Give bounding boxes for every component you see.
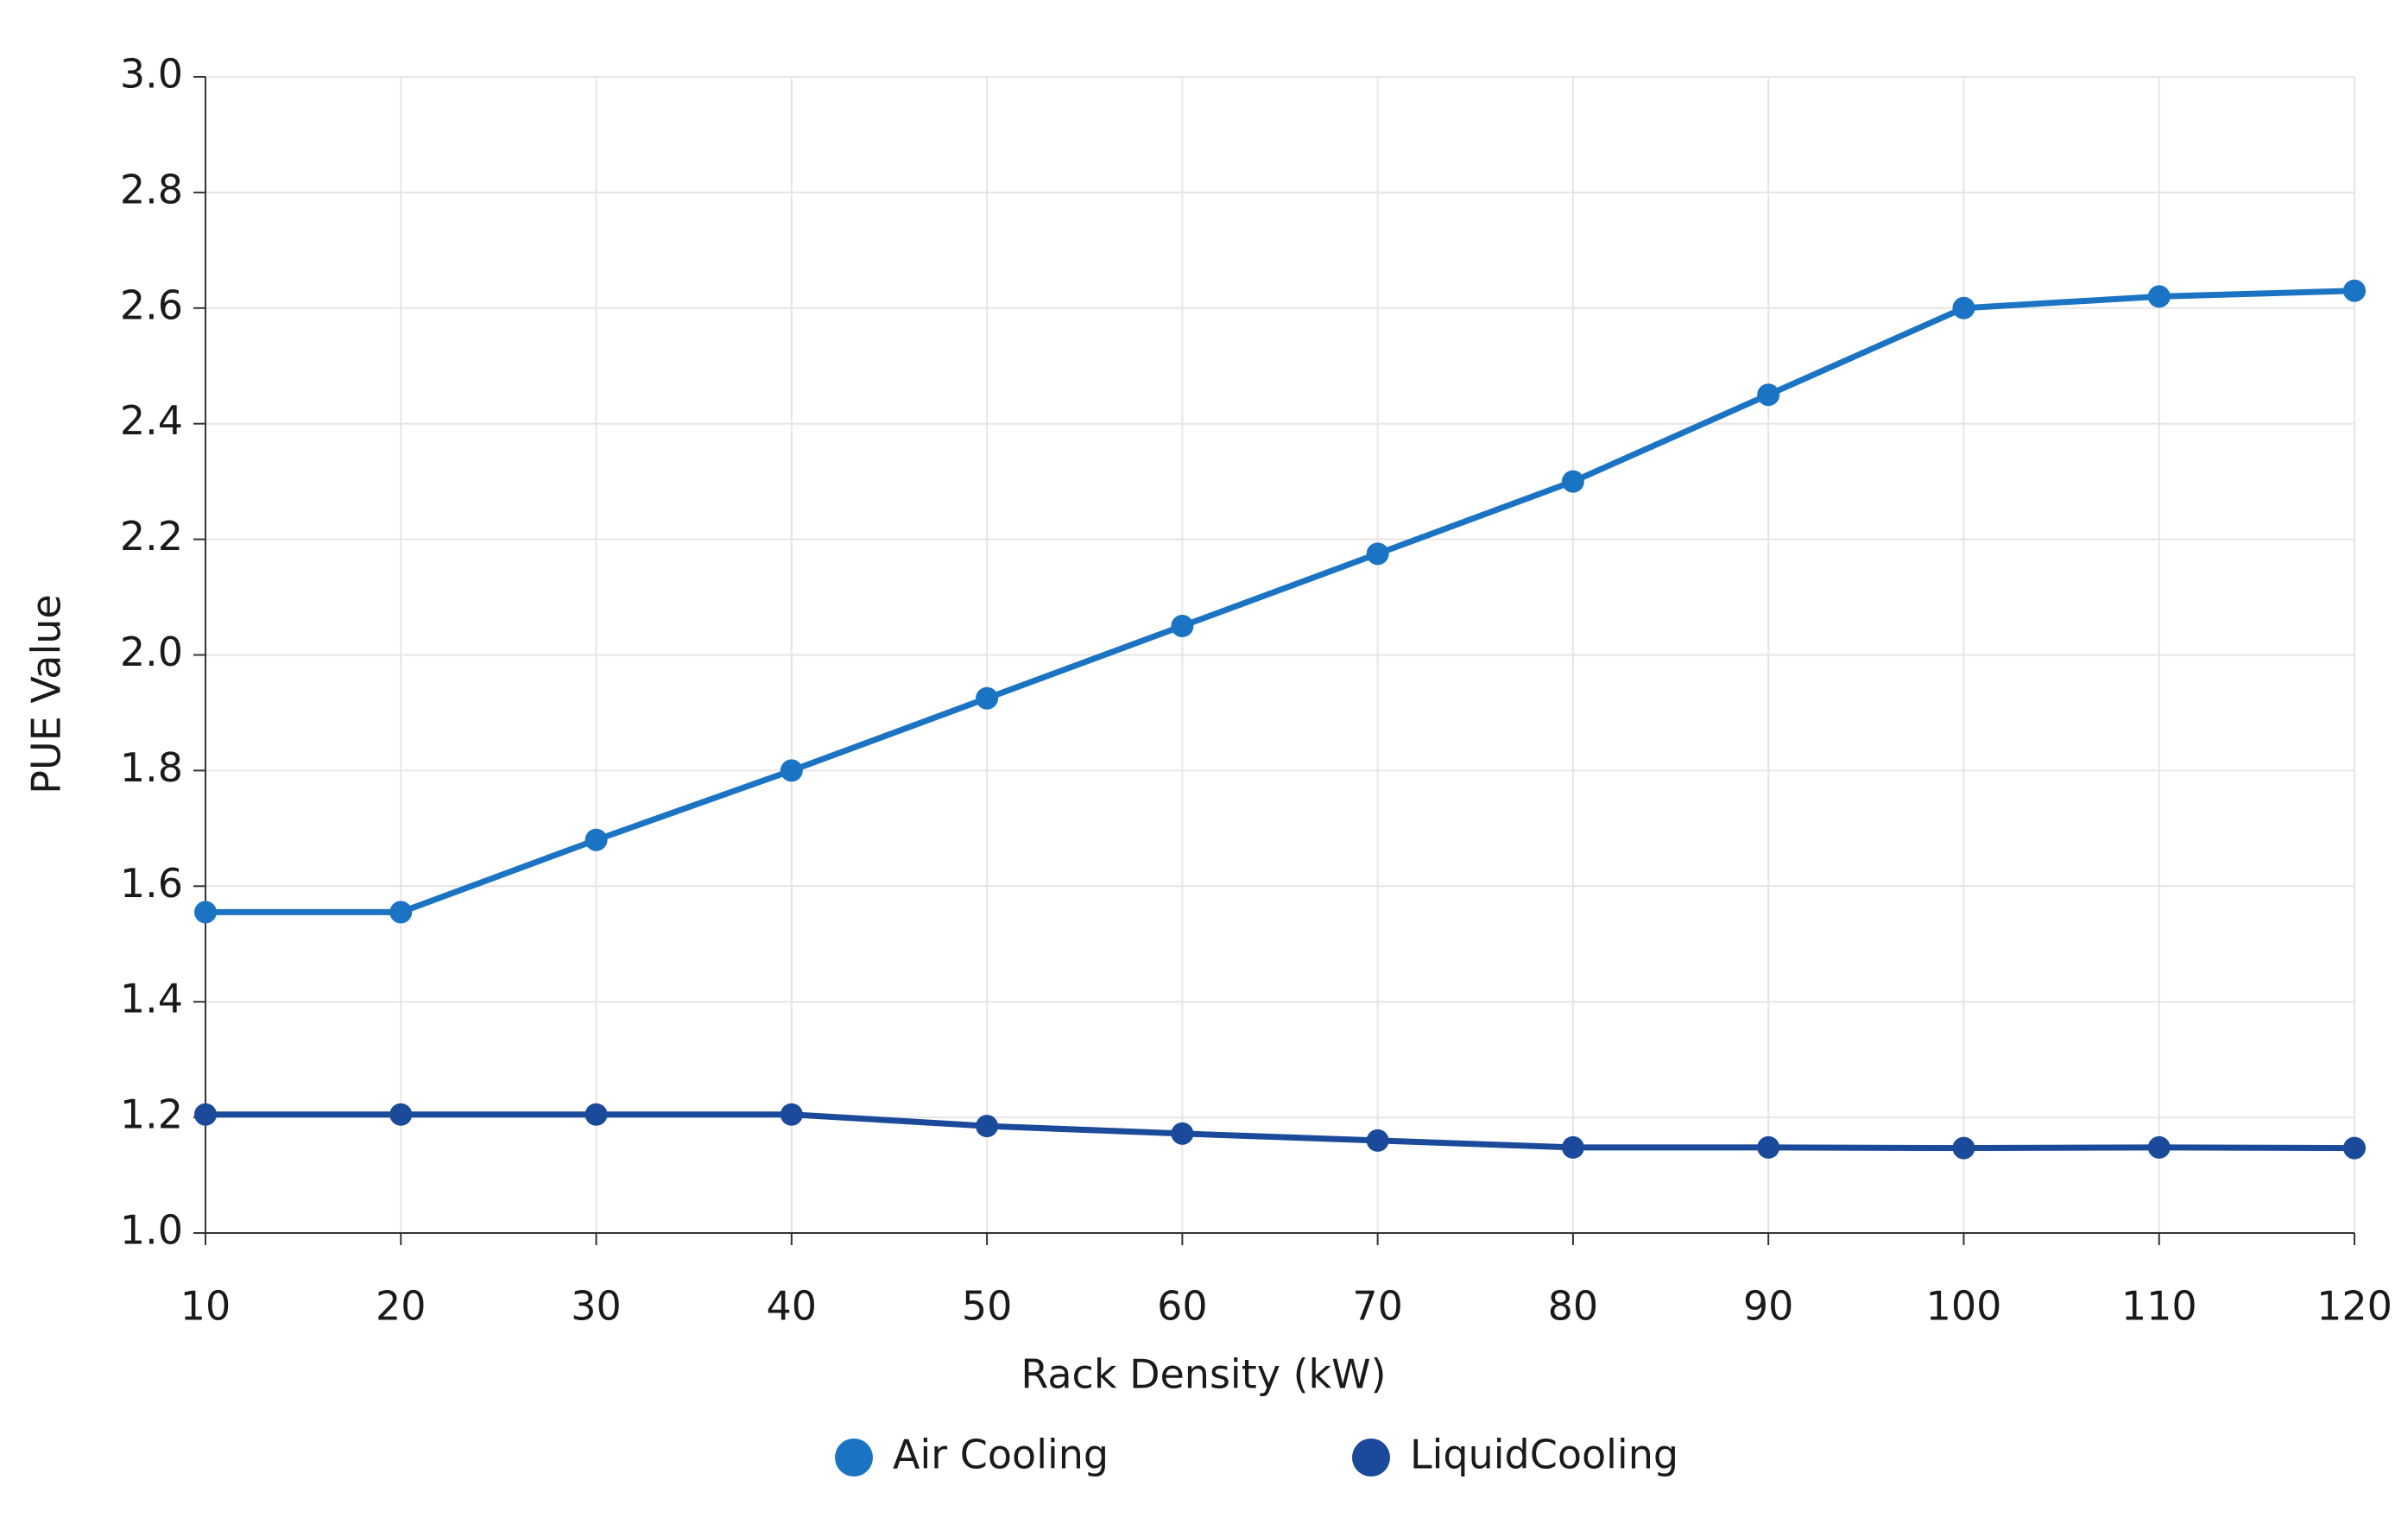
y-tick-label: 1.2 <box>120 1091 183 1138</box>
y-tick-label: 2.2 <box>120 513 183 560</box>
data-point <box>2343 279 2366 302</box>
legend-marker <box>835 1439 873 1477</box>
x-tick-label: 120 <box>2316 1283 2392 1330</box>
data-point <box>780 1103 803 1126</box>
y-tick-label: 2.4 <box>120 397 183 444</box>
data-point <box>1952 1136 1975 1160</box>
data-point <box>1366 542 1389 566</box>
y-tick-label: 2.6 <box>120 281 183 328</box>
y-tick-label: 1.6 <box>120 860 183 907</box>
y-tick-label: 2.0 <box>120 629 183 675</box>
x-tick-label: 40 <box>767 1283 818 1330</box>
data-point <box>2147 285 2171 308</box>
data-point <box>1366 1129 1389 1152</box>
data-point <box>1952 296 1975 319</box>
x-tick-label: 90 <box>1743 1283 1794 1330</box>
y-tick-label: 1.8 <box>120 744 183 791</box>
x-tick-label: 50 <box>962 1283 1013 1330</box>
data-point <box>1757 1135 1780 1159</box>
data-point <box>1757 383 1780 407</box>
legend-label: Air Cooling <box>893 1432 1109 1478</box>
series-line <box>205 288 2355 915</box>
y-tick-label: 3.0 <box>120 51 183 98</box>
y-axis-label: PUE Value <box>23 594 70 794</box>
y-tick-label: 2.8 <box>120 166 183 212</box>
data-point <box>976 1115 999 1138</box>
data-point <box>1561 470 1584 493</box>
data-point <box>585 1103 608 1126</box>
data-point <box>194 901 217 924</box>
x-tick-label: 110 <box>2121 1283 2197 1330</box>
x-tick-label: 60 <box>1157 1283 1208 1330</box>
legend-label: LiquidCooling <box>1410 1432 1678 1478</box>
x-tick-label: 10 <box>180 1283 231 1330</box>
data-point <box>389 1103 413 1126</box>
data-point <box>2147 1135 2171 1159</box>
data-point <box>780 759 803 782</box>
data-point <box>2343 1136 2366 1160</box>
data-point <box>389 901 413 924</box>
x-tick-label: 80 <box>1548 1283 1599 1330</box>
data-point <box>1561 1135 1584 1159</box>
x-tick-label: 20 <box>376 1283 427 1330</box>
y-tick-label: 1.4 <box>120 976 183 1022</box>
x-axis-label: Rack Density (kW) <box>1021 1351 1386 1398</box>
series-line <box>205 1111 2355 1152</box>
legend-marker <box>1352 1439 1390 1477</box>
y-tick-label: 1.0 <box>120 1207 183 1254</box>
data-point <box>1171 615 1194 638</box>
data-point <box>976 686 999 710</box>
x-tick-label: 70 <box>1352 1283 1403 1330</box>
data-point <box>585 828 608 851</box>
x-tick-label: 30 <box>571 1283 622 1330</box>
data-point <box>194 1103 217 1126</box>
data-point <box>1171 1122 1194 1145</box>
x-tick-label: 100 <box>1926 1283 2002 1330</box>
